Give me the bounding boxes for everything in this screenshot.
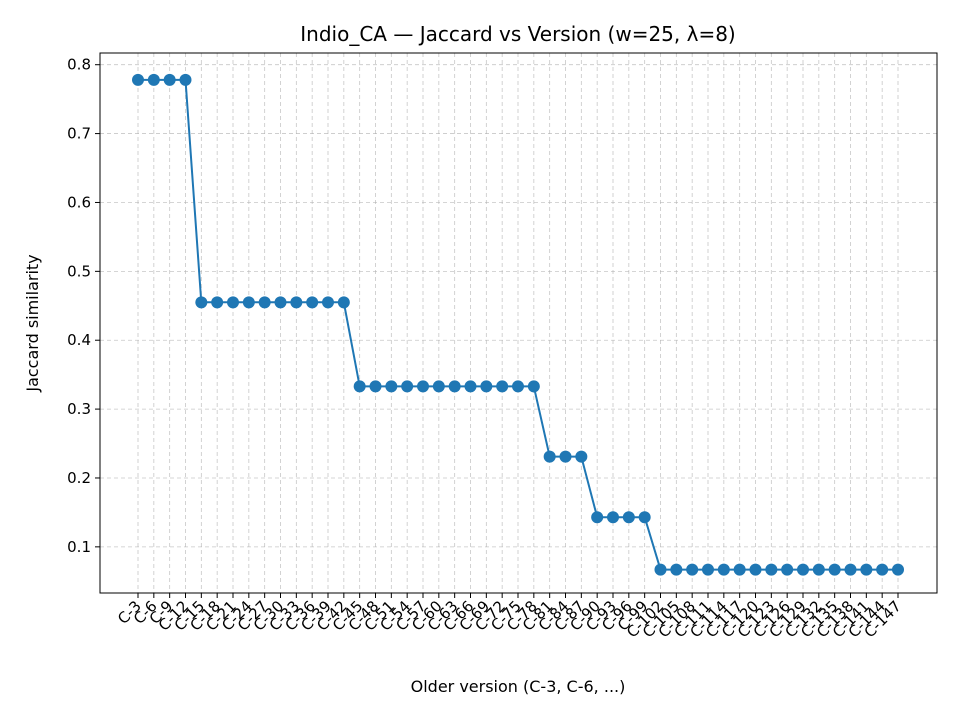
data-point bbox=[749, 563, 762, 576]
data-point bbox=[654, 563, 667, 576]
data-point bbox=[797, 563, 809, 576]
data-point bbox=[179, 73, 192, 86]
data-point bbox=[306, 296, 319, 309]
data-point bbox=[448, 380, 461, 393]
series-layer bbox=[132, 73, 904, 576]
data-point bbox=[385, 380, 398, 393]
x-axis-label: Older version (C-3, C-6, ...) bbox=[411, 677, 626, 696]
data-point bbox=[844, 563, 857, 576]
y-tick-label: 0.2 bbox=[67, 469, 91, 487]
data-point bbox=[781, 563, 794, 576]
data-point bbox=[274, 296, 287, 309]
data-point bbox=[765, 563, 778, 576]
data-point bbox=[860, 563, 873, 576]
data-point bbox=[369, 380, 382, 393]
data-point bbox=[337, 296, 350, 309]
data-point bbox=[464, 380, 477, 393]
data-point bbox=[717, 563, 730, 576]
data-point bbox=[876, 563, 889, 576]
data-point bbox=[607, 511, 619, 524]
y-tick-label: 0.1 bbox=[67, 538, 91, 556]
data-point bbox=[812, 563, 825, 576]
data-point bbox=[527, 380, 540, 393]
data-point bbox=[512, 380, 524, 393]
data-point bbox=[290, 296, 303, 309]
data-point bbox=[828, 563, 841, 576]
data-point bbox=[622, 511, 635, 524]
data-point bbox=[432, 380, 445, 393]
data-point bbox=[575, 450, 588, 463]
data-point bbox=[211, 296, 224, 309]
data-point bbox=[733, 563, 746, 576]
y-tick-label: 0.6 bbox=[67, 193, 91, 211]
data-point bbox=[163, 73, 176, 86]
y-axis: 0.1 0.2 0.3 0.4 0.5 0.6 0.7 0.8 bbox=[67, 56, 100, 556]
data-point bbox=[401, 380, 414, 393]
data-point bbox=[496, 380, 509, 393]
data-point bbox=[147, 73, 160, 86]
data-point bbox=[258, 296, 271, 309]
data-point bbox=[591, 511, 604, 524]
data-point bbox=[670, 563, 683, 576]
data-point bbox=[242, 296, 255, 309]
data-point bbox=[132, 73, 144, 86]
y-tick-label: 0.5 bbox=[67, 262, 91, 280]
y-tick-label: 0.7 bbox=[67, 125, 91, 143]
y-tick-label: 0.8 bbox=[67, 56, 91, 74]
data-point bbox=[638, 511, 651, 524]
data-point bbox=[686, 563, 699, 576]
y-tick-label: 0.3 bbox=[67, 400, 91, 418]
data-point bbox=[322, 296, 334, 309]
data-point bbox=[480, 380, 493, 393]
data-point bbox=[702, 563, 714, 576]
data-point bbox=[353, 380, 366, 393]
y-tick-label: 0.4 bbox=[67, 331, 91, 349]
grid bbox=[100, 53, 937, 593]
data-point bbox=[559, 450, 572, 463]
data-point bbox=[543, 450, 556, 463]
x-axis: C-3C-6C-9C-12C-15C-18C-21C-24C-27C-30C-3… bbox=[114, 593, 905, 641]
y-axis-label: Jaccard similarity bbox=[23, 254, 42, 392]
chart-title: Indio_CA — Jaccard vs Version (w=25, λ=8… bbox=[300, 22, 735, 46]
data-point bbox=[195, 296, 208, 309]
data-point bbox=[227, 296, 239, 309]
data-point bbox=[892, 563, 904, 576]
data-point bbox=[417, 380, 429, 393]
